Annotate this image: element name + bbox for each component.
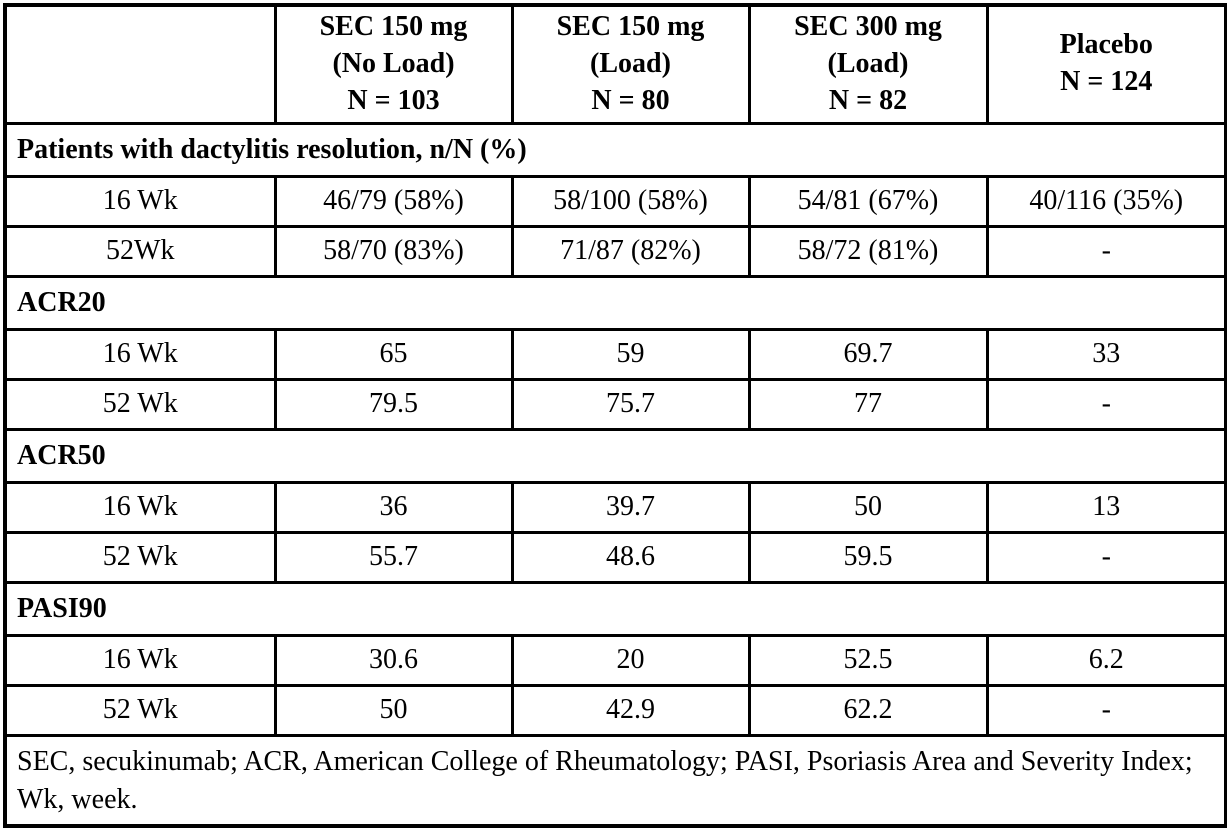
section-label-acr50: ACR50 (3, 427, 1227, 484)
row-label: 16 Wk (3, 480, 277, 534)
value-cell: 13 (985, 480, 1227, 534)
row-label: 16 Wk (3, 174, 277, 228)
value-cell: 50 (273, 683, 514, 737)
col-header-sec150-load: SEC 150 mg (Load) N = 80 (510, 3, 751, 125)
value-cell: 58/72 (81%) (747, 224, 989, 278)
row-label: 52 Wk (3, 683, 277, 737)
table-row: 52 Wk 55.7 48.6 59.5 - (3, 530, 1227, 584)
row-label: 52 Wk (3, 377, 277, 431)
value-cell: 6.2 (985, 633, 1227, 687)
value-cell: 69.7 (747, 327, 989, 381)
value-cell: 59.5 (747, 530, 989, 584)
value-cell: 55.7 (273, 530, 514, 584)
table-row: 52 Wk 79.5 75.7 77 - (3, 377, 1227, 431)
section-label-acr20: ACR20 (3, 274, 1227, 331)
section-label-dactylitis: Patients with dactylitis resolution, n/N… (3, 121, 1227, 178)
value-cell: 20 (510, 633, 751, 687)
section-row-acr50: ACR50 (3, 427, 1227, 484)
value-cell: 39.7 (510, 480, 751, 534)
value-cell: 54/81 (67%) (747, 174, 989, 228)
row-label: 52Wk (3, 224, 277, 278)
value-cell: 58/70 (83%) (273, 224, 514, 278)
value-cell: - (985, 224, 1227, 278)
table-row: 52 Wk 50 42.9 62.2 - (3, 683, 1227, 737)
value-cell: - (985, 530, 1227, 584)
section-row-pasi90: PASI90 (3, 580, 1227, 637)
row-label: 16 Wk (3, 633, 277, 687)
clinical-outcomes-table: SEC 150 mg (No Load) N = 103 SEC 150 mg … (3, 3, 1227, 829)
value-cell: 33 (985, 327, 1227, 381)
value-cell: 30.6 (273, 633, 514, 687)
value-cell: 59 (510, 327, 751, 381)
col-header-placebo: Placebo N = 124 (985, 3, 1227, 125)
value-cell: 77 (747, 377, 989, 431)
value-cell: 65 (273, 327, 514, 381)
table-row: 16 Wk 30.6 20 52.5 6.2 (3, 633, 1227, 687)
table-row: 16 Wk 46/79 (58%) 58/100 (58%) 54/81 (67… (3, 174, 1227, 228)
col-header-sec150-noload: SEC 150 mg (No Load) N = 103 (273, 3, 514, 125)
value-cell: 36 (273, 480, 514, 534)
header-row: SEC 150 mg (No Load) N = 103 SEC 150 mg … (3, 3, 1227, 125)
value-cell: 46/79 (58%) (273, 174, 514, 228)
table-row: 16 Wk 65 59 69.7 33 (3, 327, 1227, 381)
table-row: 52Wk 58/70 (83%) 71/87 (82%) 58/72 (81%)… (3, 224, 1227, 278)
value-cell: 52.5 (747, 633, 989, 687)
section-row-acr20: ACR20 (3, 274, 1227, 331)
value-cell: 42.9 (510, 683, 751, 737)
col-header-sec300-load: SEC 300 mg (Load) N = 82 (747, 3, 989, 125)
row-label: 52 Wk (3, 530, 277, 584)
table-row: 16 Wk 36 39.7 50 13 (3, 480, 1227, 534)
row-label: 16 Wk (3, 327, 277, 381)
value-cell: 48.6 (510, 530, 751, 584)
value-cell: 58/100 (58%) (510, 174, 751, 228)
footnote-row: SEC, secukinumab; ACR, American College … (3, 733, 1227, 828)
value-cell: 75.7 (510, 377, 751, 431)
section-label-pasi90: PASI90 (3, 580, 1227, 637)
value-cell: - (985, 683, 1227, 737)
corner-cell (3, 3, 277, 125)
section-row-dactylitis: Patients with dactylitis resolution, n/N… (3, 121, 1227, 178)
value-cell: 62.2 (747, 683, 989, 737)
value-cell: - (985, 377, 1227, 431)
value-cell: 79.5 (273, 377, 514, 431)
value-cell: 71/87 (82%) (510, 224, 751, 278)
table-footnote: SEC, secukinumab; ACR, American College … (3, 733, 1227, 828)
value-cell: 50 (747, 480, 989, 534)
value-cell: 40/116 (35%) (985, 174, 1227, 228)
